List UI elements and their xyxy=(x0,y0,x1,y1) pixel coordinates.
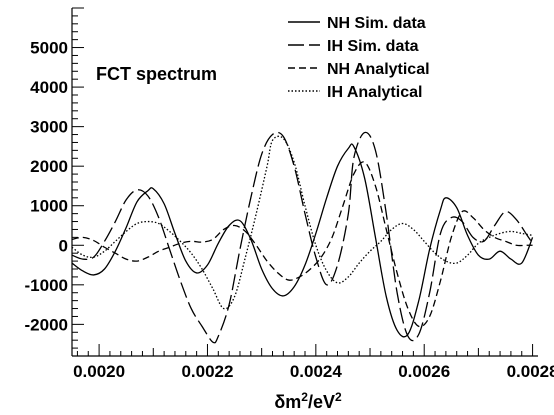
y-tick-label: 0 xyxy=(59,236,68,255)
series-line-2 xyxy=(71,131,534,344)
x-tick-label: 0.0026 xyxy=(398,362,450,381)
legend-label: NH Analytical xyxy=(327,61,430,78)
legend-label: NH Sim. data xyxy=(327,15,426,32)
chart-axes: -2000 -1000 0 1000 2000 3000 4000 5000 0.0020 0.0… xyxy=(25,7,554,381)
x-axis-label-sup2: 2 xyxy=(335,390,342,404)
x-axis-label-sup1: 2 xyxy=(301,390,308,404)
chart-legend: NH Sim. data IH Sim. data NH Analytical IH … xyxy=(288,15,430,101)
y-tick-label: 1000 xyxy=(30,197,68,216)
series-line-1 xyxy=(71,143,534,338)
x-axis-label: δm2/eV2 xyxy=(274,390,342,412)
series-line-3 xyxy=(71,161,533,328)
x-tick-label: 0.0022 xyxy=(181,362,233,381)
x-tick-label: 0.0028 xyxy=(507,362,554,381)
y-tick-label: 4000 xyxy=(30,78,68,97)
legend-label: IH Analytical xyxy=(327,84,422,101)
x-axis-label-mid: /eV xyxy=(308,392,335,412)
y-tick-label: 3000 xyxy=(30,118,68,137)
y-tick-label: 2000 xyxy=(30,157,68,176)
x-axis-label-prefix: δm xyxy=(274,392,301,412)
y-tick-label: -1000 xyxy=(25,276,68,295)
y-tick-label: 5000 xyxy=(30,39,68,58)
legend-label: IH Sim. data xyxy=(327,38,419,55)
chart-annotation: FCT spectrum xyxy=(96,64,217,84)
y-tick-label: -2000 xyxy=(25,315,68,334)
chart-curves xyxy=(71,131,534,344)
x-tick-label: 0.0020 xyxy=(73,362,125,381)
series-line-4 xyxy=(71,135,533,310)
x-tick-label: 0.0024 xyxy=(290,362,343,381)
